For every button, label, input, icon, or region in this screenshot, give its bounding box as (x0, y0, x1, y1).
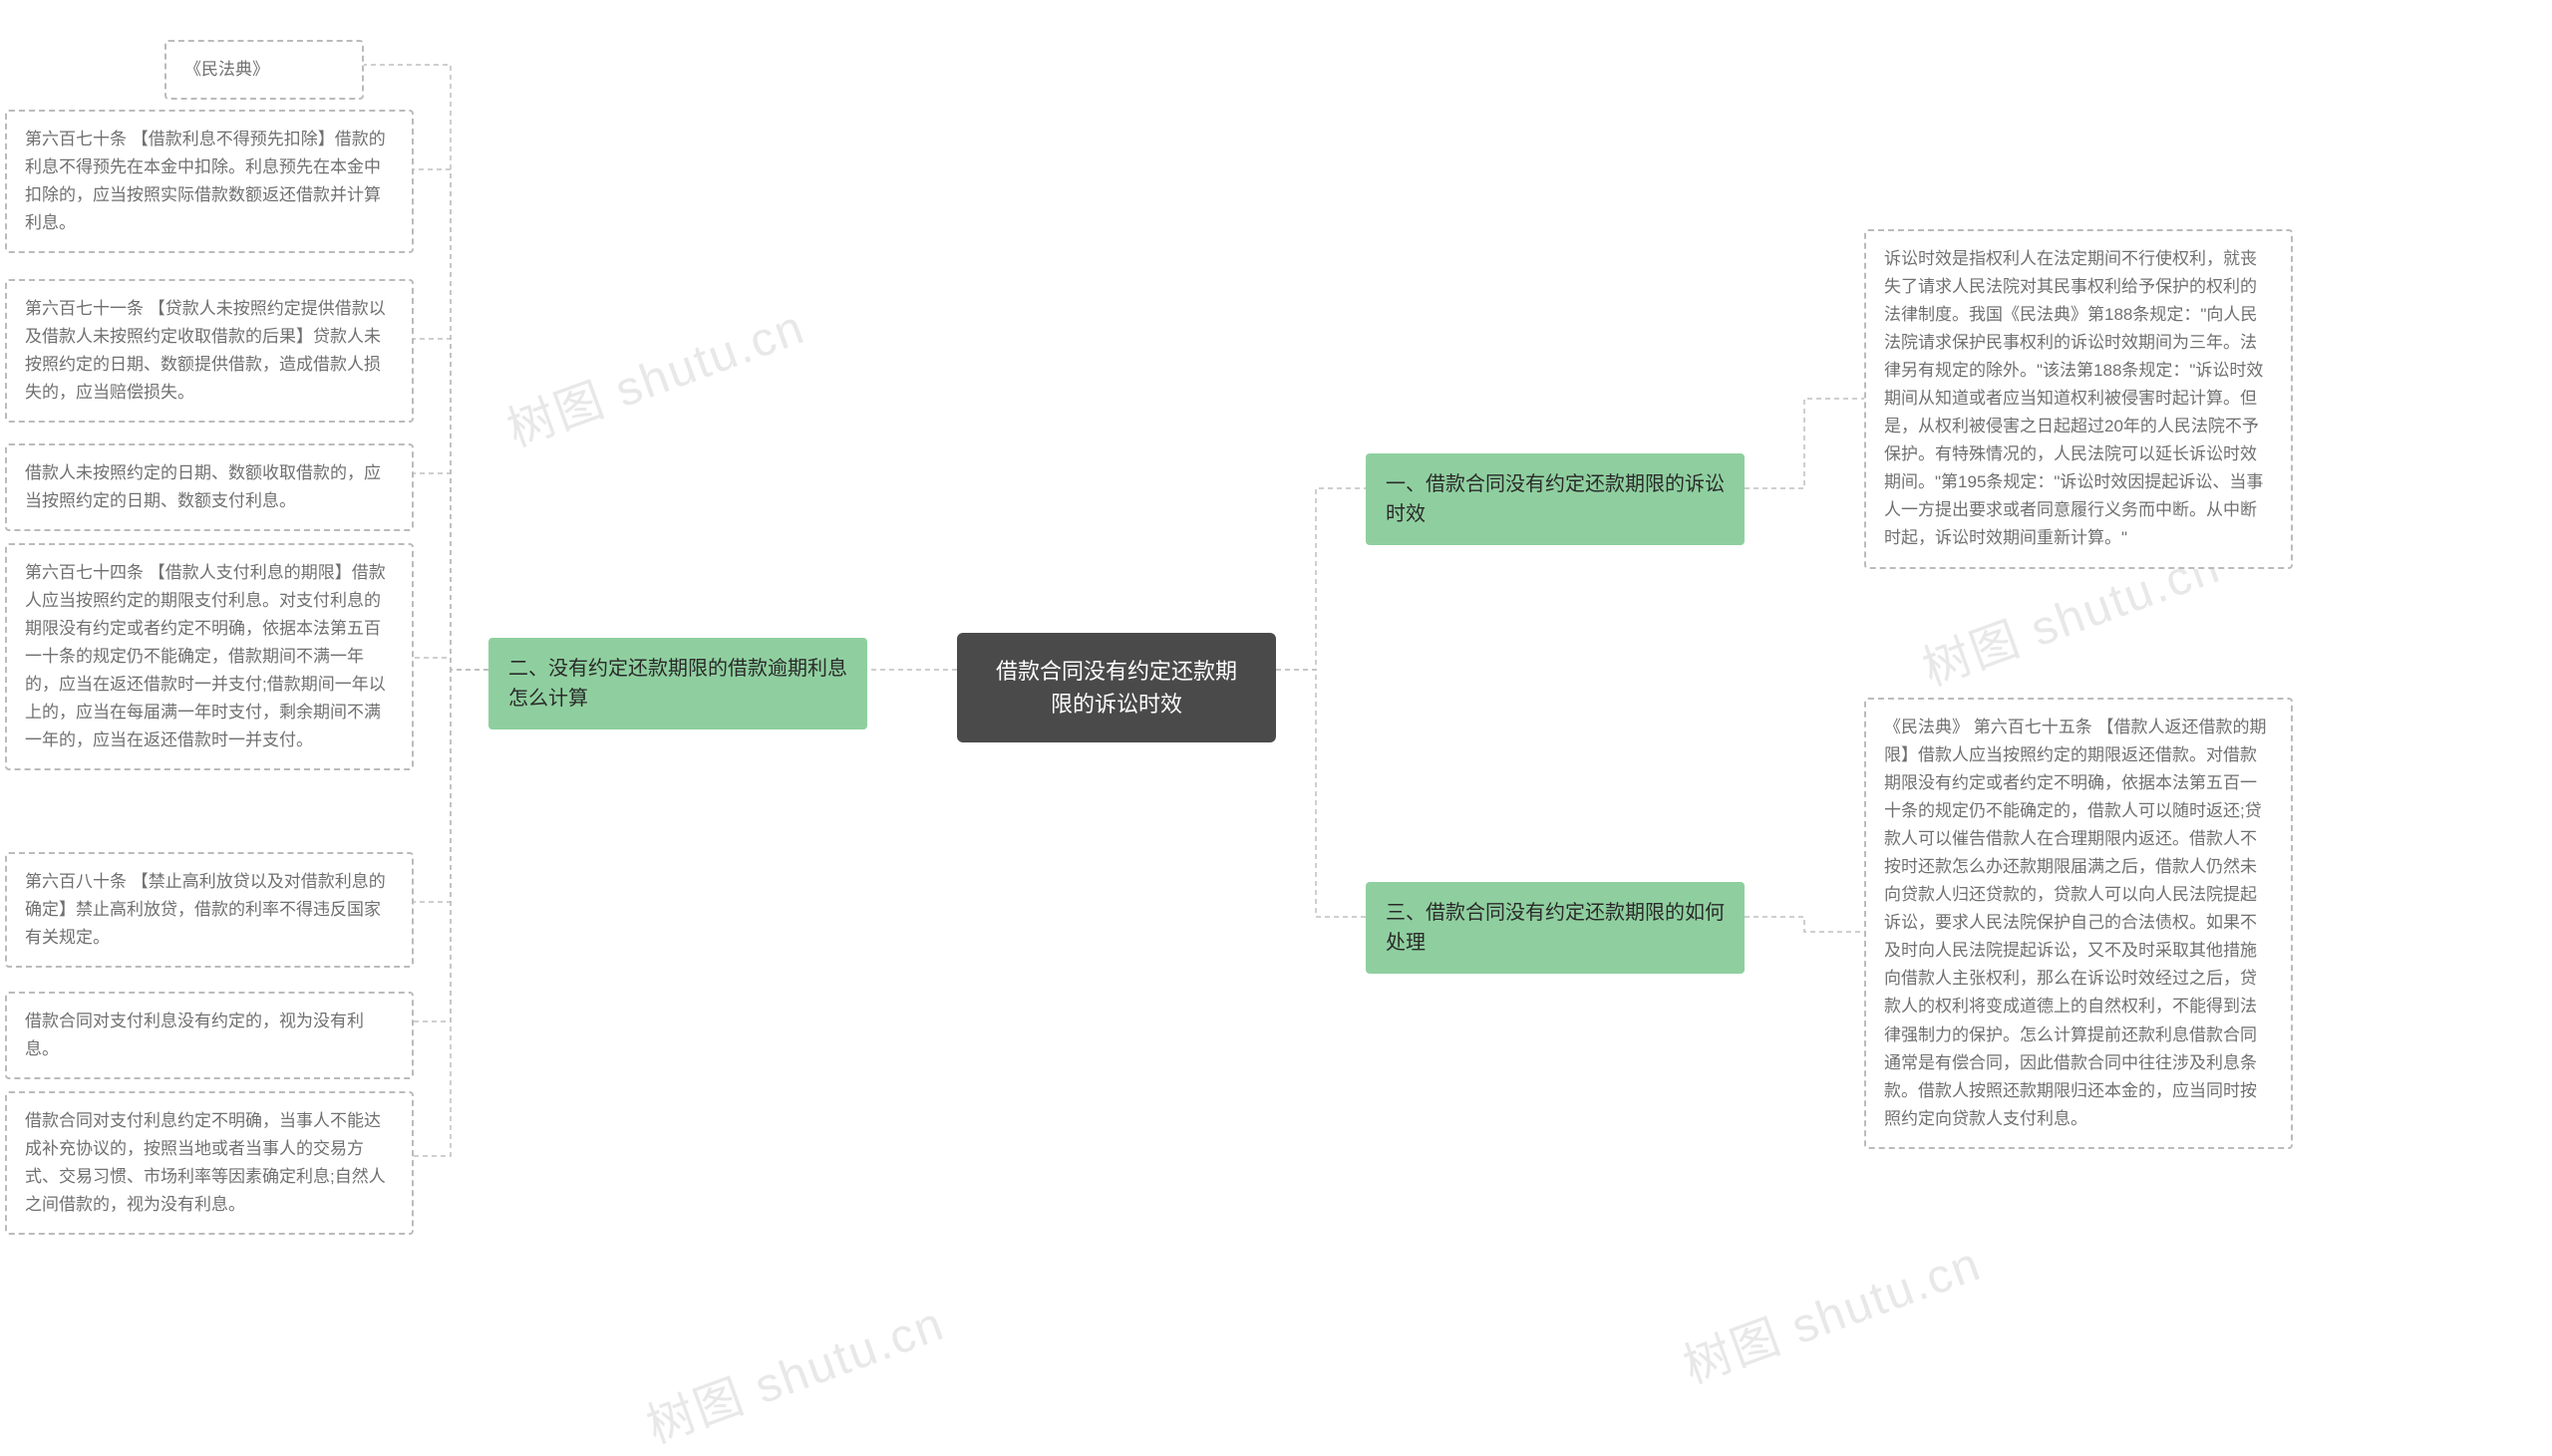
leaf-node-left-5: 第六百八十条 【禁止高利放贷以及对借款利息的确定】禁止高利放贷，借款的利率不得违… (5, 852, 414, 968)
leaf-node-right-2: 《民法典》 第六百七十五条 【借款人返还借款的期限】借款人应当按照约定的期限返还… (1864, 698, 2293, 1149)
branch-node-left: 二、没有约定还款期限的借款逾期利息怎么计算 (488, 638, 867, 729)
branch-node-right-1: 一、借款合同没有约定还款期限的诉讼时效 (1366, 453, 1745, 545)
leaf-node-left-0: 《民法典》 (164, 40, 364, 100)
branch-node-right-2: 三、借款合同没有约定还款期限的如何处理 (1366, 882, 1745, 974)
watermark: 树图 shutu.cn (495, 288, 812, 460)
watermark: 树图 shutu.cn (1672, 1225, 1989, 1397)
center-node: 借款合同没有约定还款期限的诉讼时效 (957, 633, 1276, 742)
leaf-node-left-3: 借款人未按照约定的日期、数额收取借款的，应当按照约定的日期、数额支付利息。 (5, 443, 414, 531)
watermark: 树图 shutu.cn (635, 1285, 952, 1456)
leaf-node-right-1: 诉讼时效是指权利人在法定期间不行使权利，就丧失了请求人民法院对其民事权利给予保护… (1864, 229, 2293, 569)
leaf-node-left-4: 第六百七十四条 【借款人支付利息的期限】借款人应当按照约定的期限支付利息。对支付… (5, 543, 414, 770)
leaf-node-left-2: 第六百七十一条 【贷款人未按照约定提供借款以及借款人未按照约定收取借款的后果】贷… (5, 279, 414, 423)
leaf-node-left-1: 第六百七十条 【借款利息不得预先扣除】借款的利息不得预先在本金中扣除。利息预先在… (5, 110, 414, 253)
leaf-node-left-6: 借款合同对支付利息没有约定的，视为没有利息。 (5, 992, 414, 1079)
leaf-node-left-7: 借款合同对支付利息约定不明确，当事人不能达成补充协议的，按照当地或者当事人的交易… (5, 1091, 414, 1235)
